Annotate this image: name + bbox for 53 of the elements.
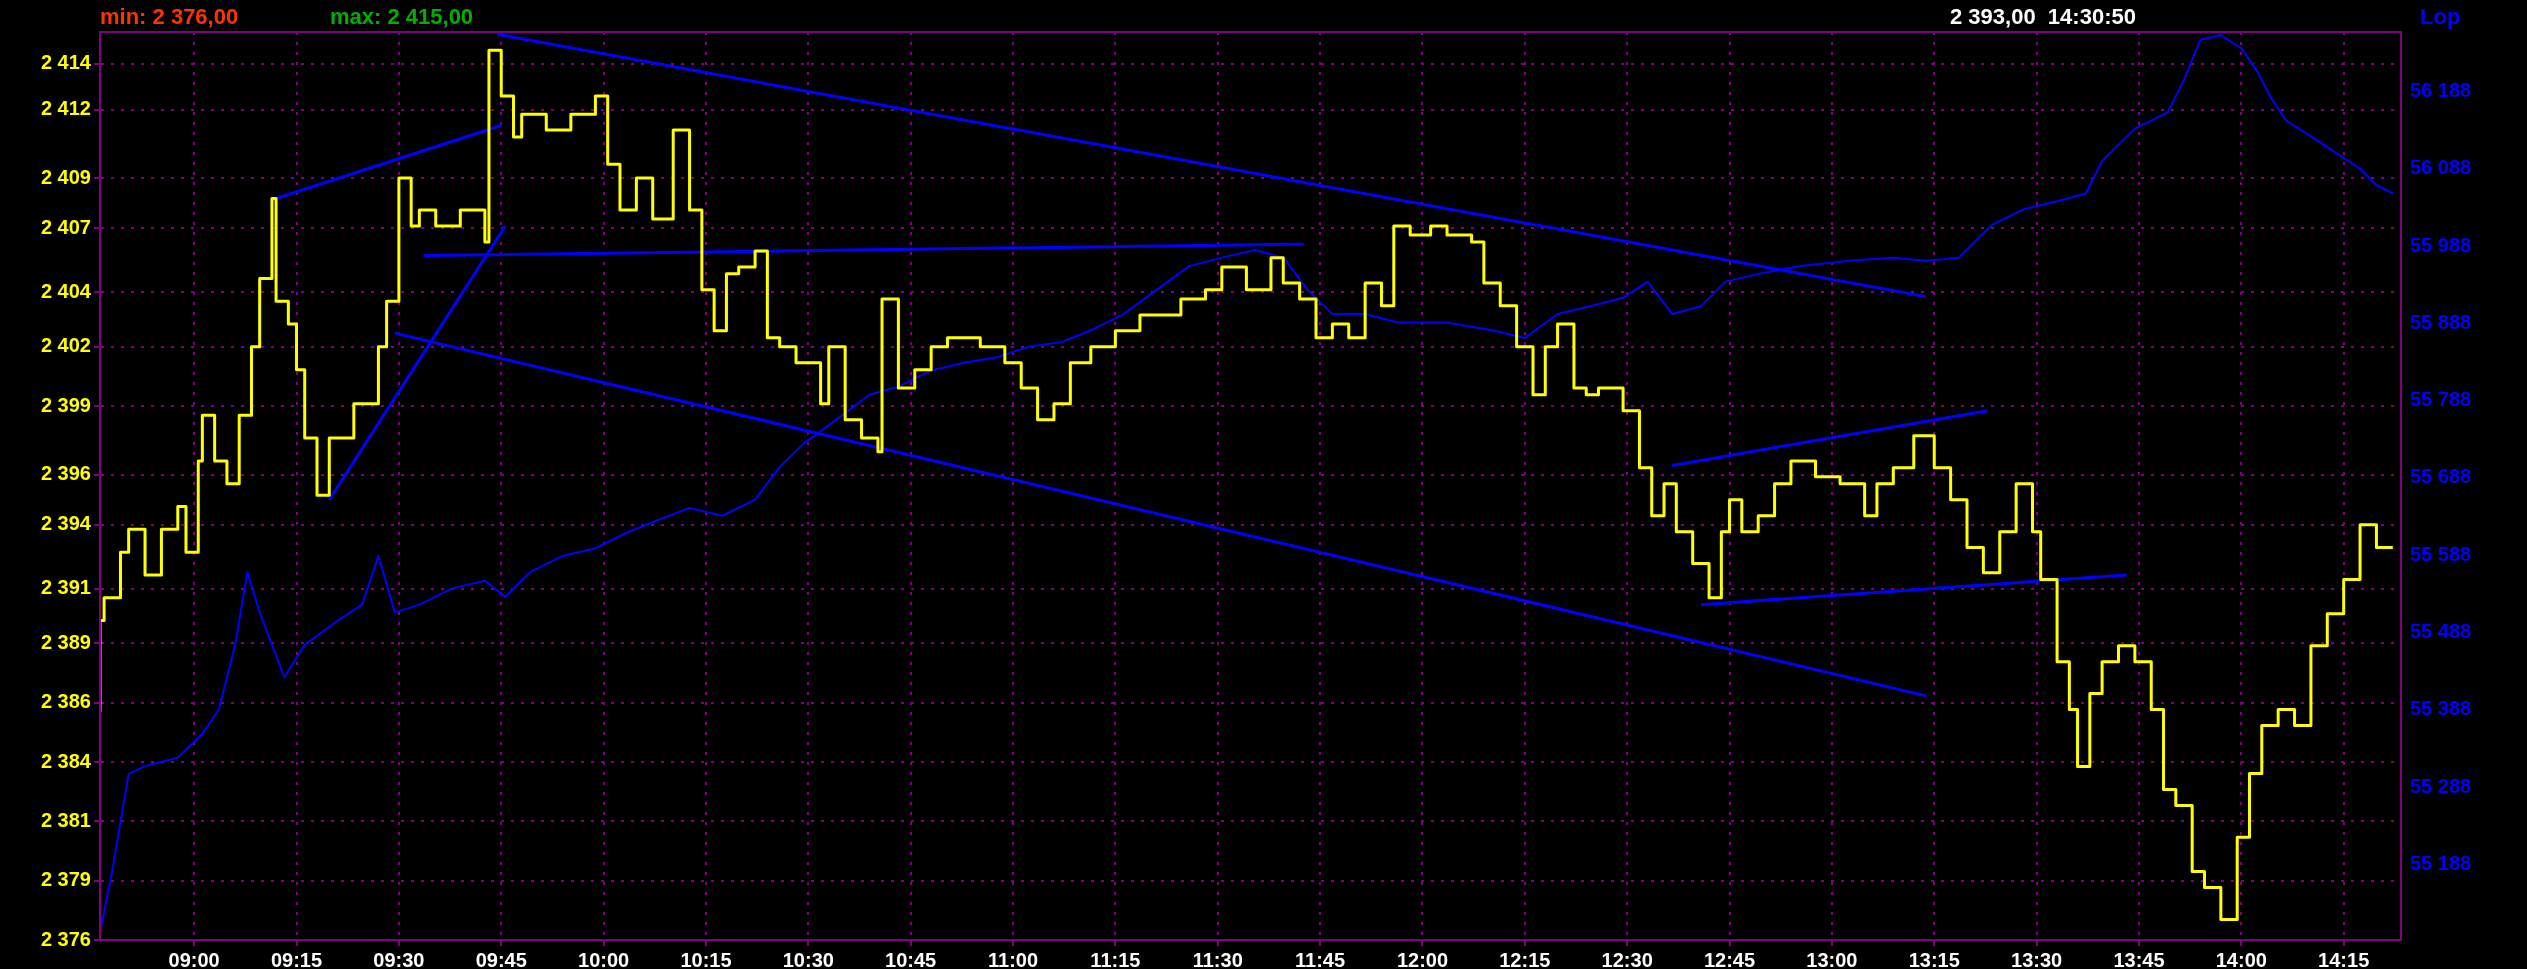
y2-tick-label: 55 788 [2410, 388, 2472, 411]
y-tick-label: 2 404 [40, 279, 92, 302]
x-tick-label: 11:15 [1090, 948, 1141, 969]
y2-tick-label: 55 888 [2410, 310, 2472, 333]
y-tick-label: 2 412 [40, 97, 91, 120]
y-tick-label: 2 396 [40, 462, 91, 485]
y2-tick-label: 56 088 [2410, 156, 2472, 179]
text: max: 2 415,00 [330, 4, 474, 30]
x-tick-label: 12:00 [1396, 948, 1449, 969]
y2-axis-title: Lop [2420, 4, 2461, 30]
x-tick-label: 10:00 [578, 948, 630, 969]
text: min: 2 376,00 [100, 4, 239, 30]
y2-tick-label: 56 188 [2410, 79, 2472, 102]
x-tick-label: 13:15 [1908, 948, 1960, 969]
x-tick-label: 09:45 [475, 948, 527, 969]
x-tick-label: 12:30 [1601, 948, 1653, 969]
text: 2 393,00 14:30:50 [1950, 4, 2136, 30]
y2-tick-label: 55 288 [2410, 774, 2472, 797]
x-tick-label: 11:00 [988, 948, 1039, 969]
y2-tick-label: 55 988 [2410, 233, 2472, 256]
y-tick-label: 2 389 [40, 630, 91, 653]
x-tick-label: 11:45 [1295, 948, 1346, 969]
x-tick-label: 10:30 [782, 948, 834, 969]
y-tick-label: 2 384 [40, 749, 92, 772]
x-tick-label: 10:15 [680, 948, 732, 969]
y2-tick-label: 55 488 [2410, 619, 2472, 642]
y2-tick-label: 55 188 [2410, 851, 2472, 874]
y-tick-label: 2 407 [40, 215, 91, 238]
y-tick-label: 2 391 [40, 576, 91, 599]
y2-tick-label: 55 688 [2410, 465, 2472, 488]
x-tick-label: 09:15 [270, 948, 323, 969]
x-tick-label: 14:00 [2215, 948, 2267, 969]
x-tick-label: 12:15 [1499, 948, 1551, 969]
y-tick-label: 2 399 [40, 393, 91, 416]
x-tick-label: 12:45 [1703, 948, 1756, 969]
y-tick-label: 2 414 [40, 51, 92, 74]
y-tick-label: 2 386 [40, 690, 91, 713]
y2-tick-label: 55 388 [2410, 697, 2472, 720]
x-tick-label: 09:00 [168, 948, 220, 969]
x-tick-label: 13:00 [1806, 948, 1858, 969]
y-tick-label: 2 394 [40, 512, 92, 535]
x-tick-label: 10:45 [885, 948, 937, 969]
x-tick-label: 14:15 [2318, 948, 2370, 969]
y-tick-label: 2 379 [40, 868, 91, 891]
x-tick-label: 13:30 [2011, 948, 2063, 969]
y2-tick-label: 55 588 [2410, 542, 2472, 565]
y-tick-label: 2 381 [40, 808, 91, 831]
y-tick-label: 2 402 [40, 334, 91, 357]
y-tick-label: 2 409 [40, 165, 91, 188]
x-tick-label: 09:30 [373, 948, 425, 969]
x-tick-label: 13:45 [2113, 948, 2165, 969]
y-tick-label: 2 376 [40, 927, 91, 950]
x-tick-label: 11:30 [1192, 948, 1243, 969]
